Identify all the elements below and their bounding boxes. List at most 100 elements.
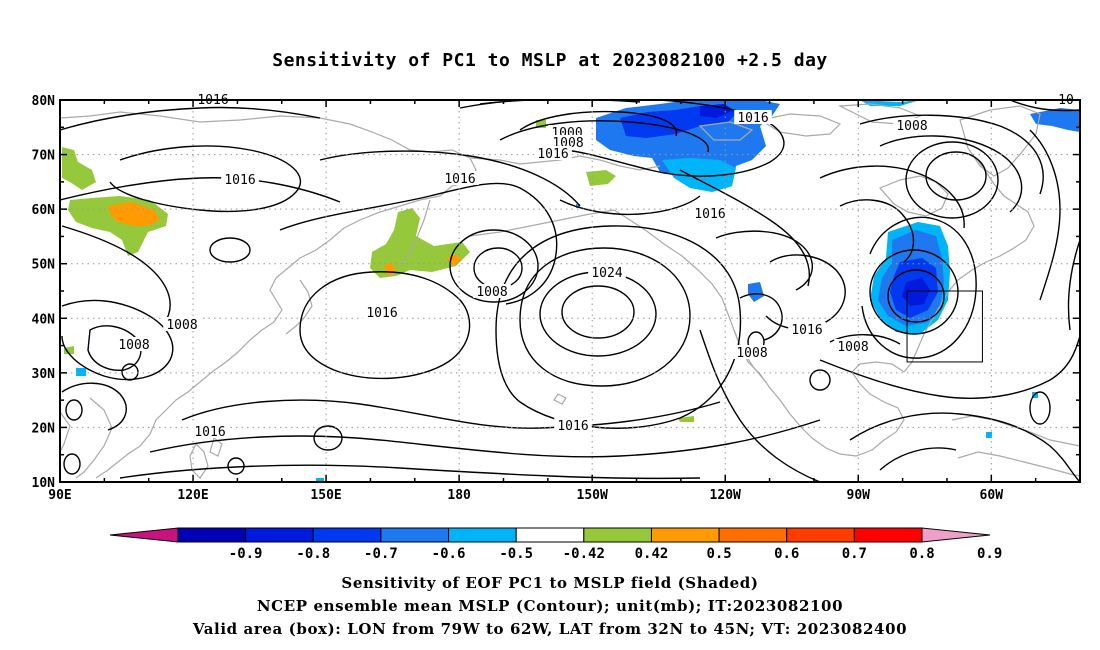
contour-lab-1: [905, 141, 999, 219]
coast-hudson: [878, 175, 949, 217]
shade-blue-small-4: [986, 432, 992, 438]
lon-label: 180: [447, 488, 471, 503]
colorbar-segment: [448, 527, 517, 543]
colorbar-label: 0.9: [977, 546, 1002, 562]
contour-1016-na-4: [839, 199, 915, 263]
contour-small-2: [65, 399, 83, 421]
contour-1008-west-2: [61, 382, 127, 431]
caption-valid-area: Valid area (box): LON from 79W to 62W, L…: [192, 620, 908, 638]
contour-1008-tropic: [119, 464, 701, 480]
coast-asia-east: [165, 157, 477, 411]
colorbar-label: -0.7: [364, 546, 398, 562]
lon-label: 150E: [310, 488, 341, 503]
contour-label: 1016: [557, 419, 588, 434]
contour-label: 1016: [194, 425, 225, 440]
contour-small-8: [809, 369, 831, 391]
lon-label: 90E: [48, 488, 71, 503]
coast-aleutians: [469, 209, 615, 237]
contour-label: 1016: [444, 172, 475, 187]
contour-gs-1: [887, 269, 945, 323]
contour-label: 1016: [791, 323, 822, 338]
coast-florida: [903, 305, 941, 373]
contour-1016-north-west: [60, 106, 321, 131]
colorbar-segment: [245, 527, 314, 543]
contour-label: 1008: [476, 285, 507, 300]
colorbar-segment: [786, 527, 855, 543]
contour-1004-arctic: [499, 120, 709, 153]
contour-small-4: [313, 425, 343, 451]
contour-label-bg: [221, 172, 259, 186]
contour-high-1016-outer: [495, 225, 742, 429]
contour-lab-2: [925, 151, 987, 201]
contour-label-bg: [733, 345, 771, 359]
contour-west-coast: [699, 329, 821, 482]
contour-1008-arctic: [459, 100, 785, 177]
shade-darker-arctic: [700, 104, 734, 118]
shade-navy-us: [902, 278, 930, 306]
contour-1008-na: [739, 293, 783, 341]
contour-1008-low: [473, 247, 523, 289]
contour-label-bg: [788, 322, 826, 336]
lat-label: 50N: [32, 258, 56, 273]
lon-label: 120E: [177, 488, 208, 503]
coast-india: [60, 411, 71, 453]
contour-label: 1016: [694, 207, 725, 222]
contour-east-1: [1029, 129, 1061, 301]
contour-label-bg: [734, 110, 772, 124]
contour-label-bg: [534, 146, 572, 160]
contour-lab-3: [879, 135, 1023, 213]
shade-blue-small-1: [748, 282, 764, 302]
contour-1012-low: [449, 229, 539, 303]
colorbar: [109, 527, 991, 543]
contour-label: 1016: [537, 147, 568, 162]
longitude-labels: 90E 120E 150E 180 150W 120W 90W 60W: [48, 488, 1003, 503]
contour-label-bg: [834, 339, 872, 353]
contour-small-6: [63, 453, 81, 475]
contour-label-bg: [473, 284, 511, 298]
contour-mid-lat: [559, 195, 701, 216]
contour-high-1020: [519, 247, 691, 387]
lat-label: 60N: [32, 203, 56, 218]
contour-east-2: [1067, 239, 1080, 331]
contour-label: 1016: [737, 111, 768, 126]
coast-caribbean: [951, 415, 1080, 447]
colorbar-segment: [380, 527, 450, 543]
shade-orange-central-1: [446, 254, 462, 266]
contour-label-bg: [588, 265, 626, 279]
contour-label: 1008: [166, 318, 197, 333]
contour-label: 1016: [366, 306, 397, 321]
coast-south-america: [957, 451, 1080, 477]
shade-blue-small-2: [76, 368, 86, 376]
coast-sea-asia: [95, 409, 167, 479]
contour-small-7: [1029, 391, 1051, 425]
lon-label: 90W: [847, 488, 871, 503]
contour-label-bg: [191, 424, 229, 438]
latitude-labels: 80N 70N 60N 50N 40N 30N 20N 10N: [32, 94, 56, 491]
coast-greenland: [959, 105, 1041, 177]
contour-label-bg: [893, 118, 931, 132]
colorbar-label: 0.8: [909, 546, 934, 562]
colorbar-label: 0.42: [635, 546, 669, 562]
coast-taiwan: [209, 436, 223, 457]
coast-philippines: [189, 442, 209, 479]
shade-orange-west: [108, 202, 160, 226]
lon-label: 150W: [577, 488, 608, 503]
contour-1016-arctic-east: [679, 169, 810, 287]
contour-label: 1008: [896, 119, 927, 134]
contour-label: 1008: [736, 346, 767, 361]
shade-cyan-arctic: [662, 158, 736, 192]
colorbar-label: -0.5: [499, 546, 533, 562]
lat-label: 30N: [32, 367, 56, 382]
contour-1008-west-1: [61, 299, 174, 381]
contour-small-5: [227, 457, 245, 475]
contour-1000-arctic: [519, 110, 678, 137]
shade-green-small-2: [64, 346, 74, 354]
contour-1020-siberia: [109, 145, 302, 213]
contour-1016-atlantic: [819, 335, 1080, 399]
contour-1016-south: [299, 271, 471, 380]
contour-1008-lab: [859, 114, 1044, 195]
colorbar-label: 0.5: [706, 546, 731, 562]
contour-1016-subtropic: [181, 399, 721, 429]
colorbar-segment: [177, 527, 247, 543]
